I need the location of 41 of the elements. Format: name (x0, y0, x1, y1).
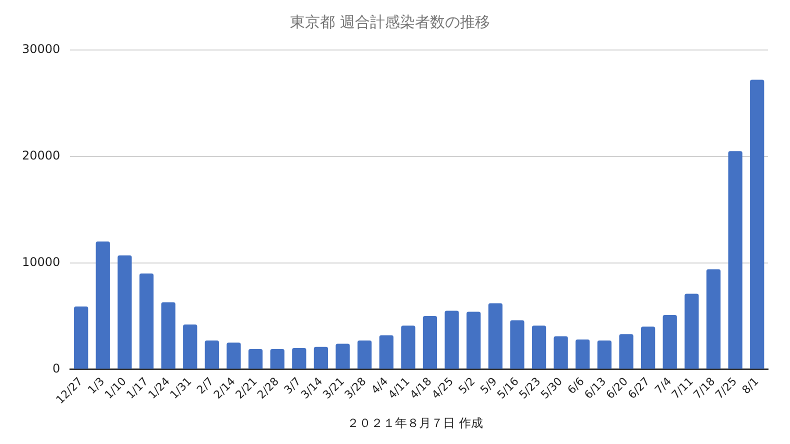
bar (314, 346, 328, 369)
bar (292, 348, 306, 369)
chart-title: 東京都 週合計感染者数の推移 (290, 12, 490, 31)
bar (706, 269, 721, 369)
x-tick-label: 8/1 (740, 374, 762, 397)
bar (728, 151, 742, 369)
bar (401, 326, 416, 369)
bar (444, 310, 459, 369)
bar (488, 303, 502, 369)
bar (204, 340, 219, 369)
bar (358, 340, 372, 369)
y-tick-label: 10000 (22, 254, 60, 269)
bar (684, 294, 699, 369)
bar (336, 344, 350, 369)
bar (750, 80, 764, 369)
y-tick-label: 30000 (22, 42, 60, 56)
bar (118, 255, 132, 369)
bar (662, 314, 677, 369)
bar (161, 302, 176, 369)
bar (510, 320, 524, 369)
bar (226, 342, 241, 369)
bar (576, 339, 590, 369)
bar (379, 335, 394, 369)
bar (139, 273, 154, 369)
bar (532, 326, 546, 369)
text: ２０２１年８月７日 作成 (346, 415, 484, 432)
y-tick-label: 0 (52, 361, 60, 376)
bar (466, 312, 481, 369)
bar (597, 340, 612, 369)
bar (74, 306, 88, 369)
bar (270, 349, 284, 369)
x-tick-label: 5/2 (456, 374, 478, 397)
bar (619, 334, 634, 369)
bar (640, 326, 656, 369)
bar (554, 336, 568, 369)
bar (96, 242, 110, 369)
x-tick-label: 4/4 (368, 374, 391, 397)
y-tick-label: 20000 (22, 148, 60, 163)
bar (422, 316, 438, 369)
bar (248, 349, 263, 369)
bar (183, 324, 198, 369)
